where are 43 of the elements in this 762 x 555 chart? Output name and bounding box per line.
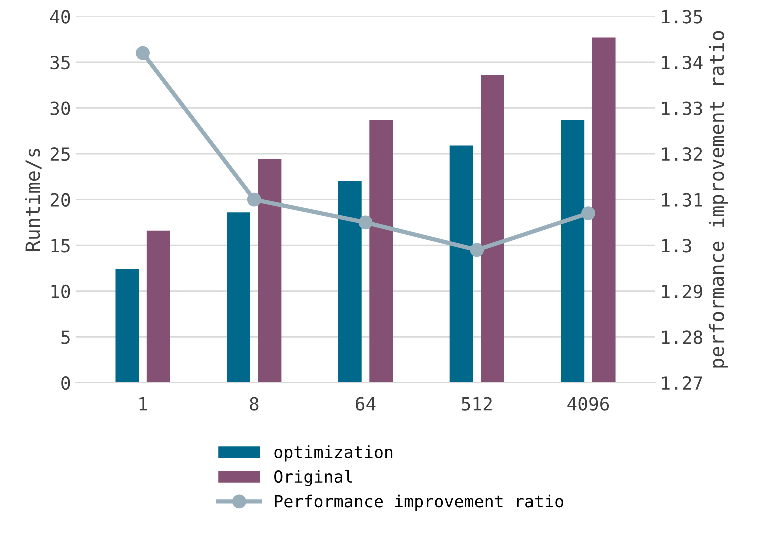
y2-tick-label: 1.35 xyxy=(662,10,702,24)
y-tick-label: 5 xyxy=(62,330,70,344)
bar xyxy=(116,269,140,383)
y2-tick-label: 1.3 xyxy=(662,239,692,253)
y-tick-label: 30 xyxy=(50,102,70,116)
y-tick-label: 0 xyxy=(62,376,70,390)
point xyxy=(247,192,262,207)
y2-tick-label: 1.32 xyxy=(662,148,702,162)
x-tick-label: 64 xyxy=(356,397,376,411)
y-tick-label: 25 xyxy=(50,148,70,162)
y2-tick-label: 1.28 xyxy=(662,330,703,344)
bar xyxy=(561,120,585,383)
bar xyxy=(227,212,250,383)
y2-tick-label: 1.33 xyxy=(662,102,702,116)
y2-axis-title: performance improvement ratio xyxy=(709,31,728,368)
bar xyxy=(338,181,362,383)
x-tick-label: 4096 xyxy=(568,397,610,411)
x-tick-label: 512 xyxy=(462,397,492,411)
legend-label: optimization xyxy=(274,446,393,462)
bar xyxy=(146,230,170,383)
y2-tick-label: 1.34 xyxy=(662,56,703,70)
y-tick-label: 35 xyxy=(50,56,70,70)
point xyxy=(470,243,484,258)
x-tick-label: 8 xyxy=(250,397,259,411)
point xyxy=(358,216,373,230)
y-tick-label: 20 xyxy=(50,193,70,207)
legend-label: Original xyxy=(274,470,352,486)
legend-label: Performance improvement ratio xyxy=(275,494,564,512)
y2-tick-label: 1.29 xyxy=(662,284,702,299)
bar xyxy=(481,75,504,383)
y2-tick-label: 1.31 xyxy=(662,193,702,207)
bar xyxy=(592,38,616,383)
x-tick-label: 1 xyxy=(140,397,148,411)
point xyxy=(136,46,150,60)
point xyxy=(582,206,596,220)
y-tick-label: 15 xyxy=(52,239,70,253)
y-axis-title: Runtime/s xyxy=(25,149,42,252)
bar xyxy=(370,120,394,383)
bar xyxy=(450,146,474,383)
y-tick-label: 10 xyxy=(52,284,70,299)
y-tick-label: 40 xyxy=(50,10,70,24)
y2-tick-label: 1.27 xyxy=(662,376,702,390)
bar xyxy=(258,160,282,383)
